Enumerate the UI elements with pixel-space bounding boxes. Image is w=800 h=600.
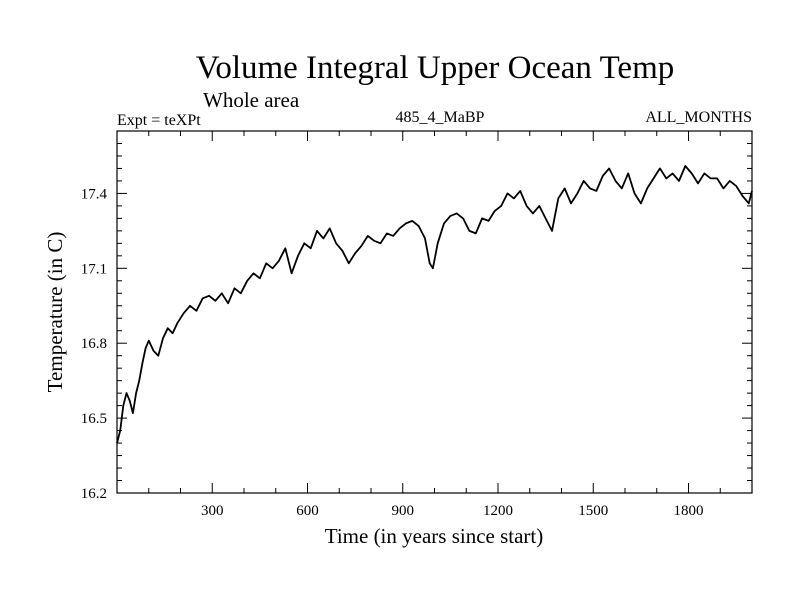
y-tick-label: 17.1: [81, 261, 107, 277]
plot-frame: [116, 130, 753, 494]
chart-title: Volume Integral Upper Ocean Temp: [196, 50, 674, 86]
x-tick-label: 1500: [578, 503, 608, 519]
temperature-series-line: [116, 165, 753, 444]
experiment-label: Expt = teXPt: [117, 112, 201, 129]
months-label: ALL_MONTHS: [645, 109, 752, 126]
y-axis-label: Temperature (in C): [43, 232, 67, 393]
x-tick-label: 900: [392, 503, 415, 519]
x-tick-label: 300: [201, 503, 224, 519]
run-label: 485_4_MaBP: [396, 109, 485, 126]
chart-subtitle: Whole area: [203, 88, 300, 112]
y-tick-label: 16.2: [81, 486, 107, 502]
x-tick-label: 1800: [674, 503, 704, 519]
x-axis-label: Time (in years since start): [325, 524, 544, 548]
x-tick-label: 600: [296, 503, 319, 519]
x-tick-label: 1200: [483, 503, 513, 519]
y-tick-label: 16.5: [81, 411, 107, 427]
x-axis-ticks: 300 600 900 1200 1500 1800: [148, 131, 721, 519]
y-tick-label: 16.8: [81, 336, 107, 352]
y-tick-label: 17.4: [81, 186, 108, 202]
